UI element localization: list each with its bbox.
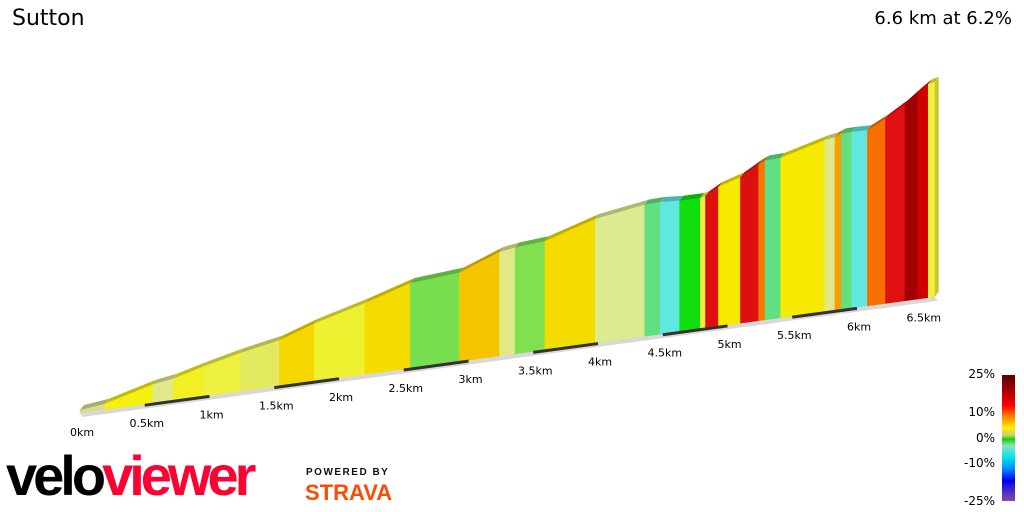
segment-top-face bbox=[928, 76, 939, 85]
gradient-legend-bar bbox=[1002, 375, 1015, 501]
legend-label: -10% bbox=[963, 456, 995, 470]
segment-top-face bbox=[834, 128, 846, 138]
segment-top-face bbox=[885, 99, 909, 119]
gradient-segment bbox=[841, 131, 853, 310]
x-tick-label: 2km bbox=[329, 391, 353, 404]
gradient-segment bbox=[824, 136, 836, 313]
segment-top-face bbox=[758, 155, 770, 165]
legend-label: 25% bbox=[968, 367, 995, 381]
gradient-segment bbox=[780, 139, 825, 319]
x-tick-label: 1km bbox=[199, 408, 223, 421]
gradient-segment bbox=[740, 163, 759, 324]
x-tick-label: 3.5km bbox=[518, 364, 553, 377]
gradient-segment bbox=[409, 272, 460, 369]
gradient-segment bbox=[904, 92, 919, 302]
gradient-segment bbox=[679, 197, 701, 332]
powered-by-label: POWERED BY bbox=[306, 467, 390, 478]
gradient-segment bbox=[834, 133, 842, 311]
climb-title: Sutton bbox=[12, 6, 85, 31]
segment-top-face bbox=[660, 195, 684, 202]
gradient-segment bbox=[885, 103, 906, 304]
x-tick-label: 5km bbox=[717, 338, 741, 351]
gradient-segment bbox=[718, 176, 741, 327]
distance-bar bbox=[274, 377, 340, 390]
distance-bar bbox=[144, 394, 210, 407]
gradient-segment bbox=[279, 323, 315, 387]
x-tick-label: 0.5km bbox=[129, 417, 164, 430]
segment-top-face bbox=[718, 172, 745, 187]
segment-top-face bbox=[765, 152, 785, 161]
segment-top-face bbox=[459, 246, 504, 273]
segment-top-face bbox=[240, 335, 284, 353]
x-tick-label: 4.5km bbox=[647, 347, 682, 360]
segment-top-face bbox=[104, 379, 157, 404]
x-tick-label: 4km bbox=[588, 356, 612, 369]
gradient-segment bbox=[364, 282, 411, 375]
x-tick-label: 2.5km bbox=[388, 382, 423, 395]
segment-top-face bbox=[917, 79, 933, 93]
segment-top-face bbox=[780, 135, 829, 158]
legend-label: -25% bbox=[963, 494, 995, 508]
segment-top-face bbox=[595, 199, 649, 219]
segment-top-face bbox=[152, 373, 178, 385]
gradient-segment bbox=[659, 200, 680, 335]
climb-summary: 6.6 km at 6.2% bbox=[874, 8, 1012, 29]
segment-top-face bbox=[851, 125, 872, 132]
veloviewer-logo: veloviewer bbox=[6, 444, 256, 507]
segment-top-face bbox=[499, 242, 520, 252]
segment-top-face bbox=[203, 347, 245, 367]
gradient-segment bbox=[851, 129, 868, 309]
gradient-segment bbox=[644, 201, 661, 337]
x-tick-label: 6km bbox=[847, 320, 871, 333]
gradient-segment bbox=[544, 218, 596, 351]
gradient-segment bbox=[917, 83, 929, 300]
segment-top-face bbox=[841, 126, 856, 134]
segment-top-face bbox=[644, 196, 665, 205]
segment-top-face bbox=[410, 267, 464, 284]
strava-logo: STRAVA bbox=[305, 480, 393, 505]
gradient-segment bbox=[514, 240, 546, 355]
segment-top-face bbox=[364, 278, 415, 304]
gradient-segment bbox=[927, 81, 935, 298]
legend-label: 0% bbox=[975, 431, 995, 445]
gradient-segment bbox=[700, 195, 706, 329]
gradient-segment bbox=[705, 186, 719, 329]
gradient-segment bbox=[499, 247, 516, 357]
segment-top-face bbox=[314, 298, 369, 324]
distance-bar bbox=[533, 342, 599, 354]
segment-top-face bbox=[80, 398, 109, 410]
x-tick-label: 0km bbox=[70, 426, 94, 439]
legend-label: 10% bbox=[968, 405, 995, 419]
segment-top-face bbox=[867, 113, 890, 131]
segment-top-face bbox=[679, 192, 705, 201]
x-tick-label: 3km bbox=[458, 373, 482, 386]
gradient-segment bbox=[595, 204, 645, 344]
segment-top-face bbox=[544, 213, 600, 242]
gradient-segment bbox=[764, 157, 781, 321]
distance-bar bbox=[662, 324, 728, 337]
gradient-segment bbox=[314, 302, 366, 382]
gradient-segment bbox=[758, 160, 766, 321]
segment-top-face bbox=[740, 159, 763, 178]
segment-top-face bbox=[173, 361, 208, 379]
segment-top-face bbox=[705, 181, 723, 197]
segment-top-face bbox=[824, 132, 839, 141]
x-tick-label: 5.5km bbox=[777, 329, 812, 342]
x-tick-label: 1.5km bbox=[259, 400, 294, 413]
segment-top-face bbox=[904, 87, 922, 105]
distance-bar bbox=[403, 359, 469, 372]
profile-end-face bbox=[934, 76, 939, 297]
gradient-segment bbox=[867, 118, 886, 307]
segment-top-face bbox=[515, 236, 549, 248]
segment-top-face bbox=[700, 191, 710, 198]
distance-bar bbox=[792, 306, 858, 319]
segment-top-face bbox=[279, 318, 319, 341]
x-tick-label: 6.5km bbox=[906, 312, 941, 325]
